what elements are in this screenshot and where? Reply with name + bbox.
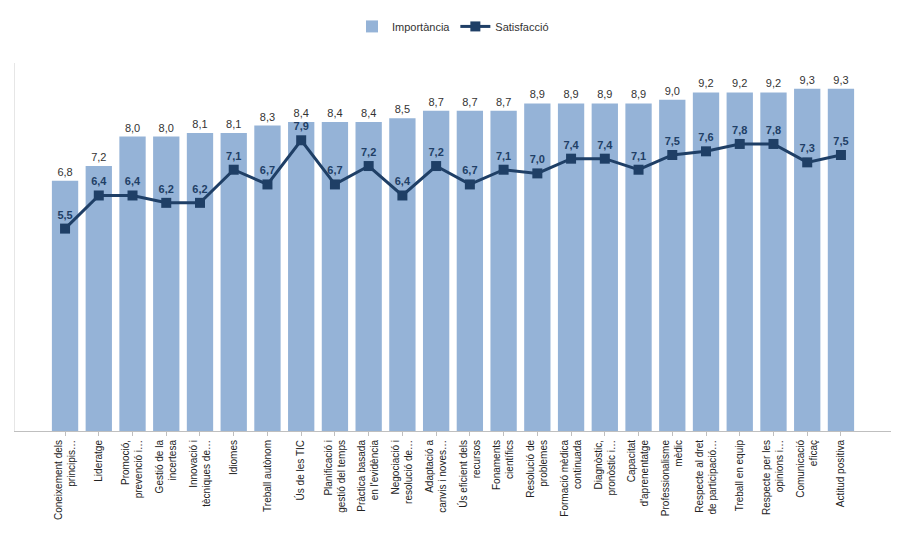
svg-text:Resolució deproblemes: Resolució deproblemes — [525, 440, 549, 498]
svg-text:6,7: 6,7 — [260, 164, 275, 176]
svg-text:8,0: 8,0 — [159, 122, 174, 134]
svg-text:6,7: 6,7 — [462, 164, 477, 176]
svg-text:Treball en equip: Treball en equip — [734, 440, 745, 512]
svg-text:9,2: 9,2 — [698, 77, 713, 89]
svg-text:7,2: 7,2 — [428, 146, 443, 158]
svg-text:7,8: 7,8 — [732, 124, 747, 136]
svg-text:Fonamentscientífics: Fonamentscientífics — [491, 440, 515, 490]
svg-text:7,1: 7,1 — [631, 150, 646, 162]
svg-text:6,4: 6,4 — [91, 175, 107, 187]
svg-text:8,9: 8,9 — [563, 88, 578, 100]
svg-text:6,8: 6,8 — [57, 166, 72, 178]
svg-text:8,7: 8,7 — [496, 96, 511, 108]
svg-text:7,9: 7,9 — [294, 120, 309, 132]
svg-text:9,3: 9,3 — [833, 74, 848, 86]
svg-text:Actitud positiva: Actitud positiva — [835, 440, 846, 508]
svg-text:7,1: 7,1 — [496, 150, 511, 162]
svg-text:Promoció,prevenció i…: Promoció,prevenció i… — [120, 440, 144, 498]
svg-text:Comunicacióeficaç: Comunicacióeficaç — [795, 440, 819, 498]
svg-text:7,2: 7,2 — [91, 151, 106, 163]
svg-text:6,4: 6,4 — [395, 175, 411, 187]
svg-text:Adaptació acanvis i noves…: Adaptació acanvis i noves… — [424, 440, 448, 513]
svg-text:Ús de les TIC: Ús de les TIC — [294, 440, 306, 500]
svg-text:Ús eficient delsrecursos: Ús eficient delsrecursos — [457, 440, 482, 508]
svg-text:9,3: 9,3 — [800, 74, 815, 86]
svg-text:Idiomes: Idiomes — [228, 440, 239, 475]
svg-text:7,8: 7,8 — [766, 124, 781, 136]
svg-text:6,2: 6,2 — [192, 183, 207, 195]
svg-text:8,5: 8,5 — [395, 103, 410, 115]
svg-text:7,4: 7,4 — [597, 139, 613, 151]
svg-text:Formació mèdicacontinuada: Formació mèdicacontinuada — [559, 440, 583, 517]
svg-text:8,9: 8,9 — [631, 88, 646, 100]
svg-text:7,4: 7,4 — [563, 139, 579, 151]
svg-text:8,1: 8,1 — [192, 118, 207, 130]
svg-text:Respecte al dretde participaci: Respecte al dretde participació… — [694, 440, 718, 515]
svg-text:Coneixement delsprincipis…: Coneixement delsprincipis… — [53, 440, 77, 520]
svg-text:6,7: 6,7 — [327, 164, 342, 176]
svg-text:Diagnòstic,pronòstic i…: Diagnòstic,pronòstic i… — [593, 440, 617, 496]
svg-text:Treball autònom: Treball autònom — [262, 440, 273, 512]
svg-text:Lideratge: Lideratge — [93, 440, 104, 482]
svg-text:8,0: 8,0 — [125, 122, 140, 134]
svg-text:Capacitatd'aprenentatge: Capacitatd'aprenentatge — [626, 440, 650, 507]
svg-text:8,7: 8,7 — [428, 96, 443, 108]
svg-text:7,3: 7,3 — [800, 142, 815, 154]
svg-text:Professionalismemèdic: Professionalismemèdic — [660, 440, 684, 517]
svg-text:Importància: Importància — [392, 21, 450, 33]
svg-text:8,9: 8,9 — [530, 88, 545, 100]
svg-text:Satisfacció: Satisfacció — [495, 21, 548, 33]
svg-text:8,1: 8,1 — [226, 118, 241, 130]
svg-text:5,5: 5,5 — [57, 209, 72, 221]
svg-text:7,5: 7,5 — [665, 135, 680, 147]
svg-text:8,9: 8,9 — [597, 88, 612, 100]
svg-text:Planificació igestió del temps: Planificació igestió del temps — [323, 440, 347, 513]
svg-text:8,7: 8,7 — [462, 96, 477, 108]
svg-text:Negociació iresolució de…: Negociació iresolució de… — [390, 440, 414, 504]
svg-text:8,4: 8,4 — [294, 107, 309, 119]
svg-text:8,4: 8,4 — [327, 107, 342, 119]
svg-text:7,6: 7,6 — [698, 131, 713, 143]
svg-text:9,0: 9,0 — [665, 85, 680, 97]
svg-text:9,2: 9,2 — [766, 77, 781, 89]
svg-text:7,1: 7,1 — [226, 150, 241, 162]
svg-text:Pràctica basadaen l'evidència: Pràctica basadaen l'evidència — [356, 440, 380, 512]
svg-text:Respecte per lesopinions i…: Respecte per lesopinions i… — [761, 440, 785, 515]
svg-text:6,4: 6,4 — [125, 175, 141, 187]
svg-text:Innovació itècniques de…: Innovació itècniques de… — [188, 440, 212, 507]
svg-text:7,0: 7,0 — [530, 153, 545, 165]
svg-text:9,2: 9,2 — [732, 77, 747, 89]
svg-text:8,3: 8,3 — [260, 111, 275, 123]
svg-text:8,4: 8,4 — [361, 107, 376, 119]
svg-text:7,5: 7,5 — [833, 135, 848, 147]
svg-text:Gestió de laincertesa: Gestió de laincertesa — [154, 440, 178, 494]
svg-text:7,2: 7,2 — [361, 146, 376, 158]
svg-text:6,2: 6,2 — [159, 183, 174, 195]
